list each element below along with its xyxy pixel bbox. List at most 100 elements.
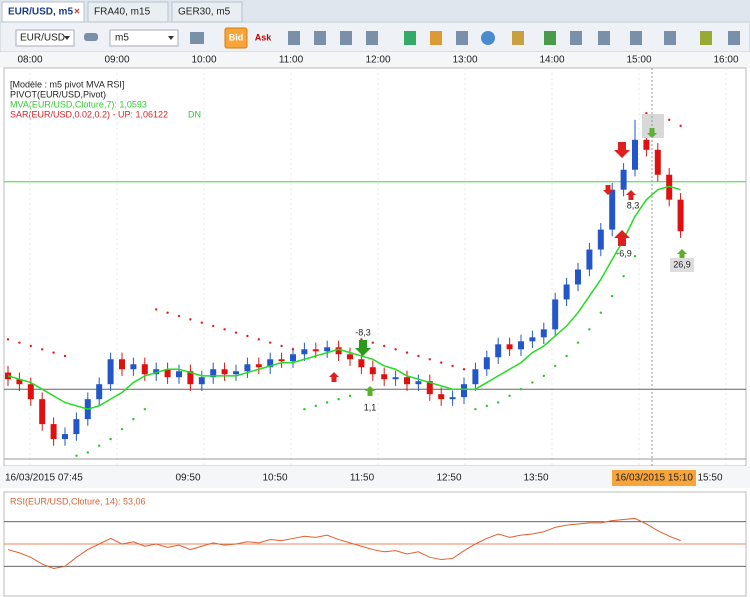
icon[interactable] — [570, 31, 582, 45]
icon[interactable] — [481, 31, 495, 45]
legend: [Modèle : m5 pivot MVA RSI] PIVOT(EUR/US… — [10, 79, 201, 506]
sar-dot — [41, 348, 44, 351]
sar-dot — [668, 118, 671, 122]
sar-dot — [394, 348, 397, 351]
candle-body — [73, 419, 80, 435]
candle-body — [392, 377, 399, 380]
candle-body — [597, 229, 604, 250]
annotation: 1,1 — [364, 402, 377, 412]
icon[interactable] — [404, 31, 416, 45]
candle-body — [347, 354, 353, 360]
icon[interactable] — [340, 31, 352, 45]
tab-label: EUR/USD, m5 — [8, 7, 73, 18]
pivot-label: PIVOT(EUR/USD,Pivot) — [10, 89, 106, 99]
icon[interactable] — [598, 31, 610, 45]
label-box — [670, 258, 694, 272]
ask[interactable]: Ask — [255, 32, 273, 42]
candle-body — [164, 369, 171, 378]
candle-body — [586, 249, 593, 270]
candle-body — [335, 347, 342, 355]
bid: Bid — [229, 32, 244, 42]
time-label: 15:00 — [626, 55, 651, 66]
sar-dot — [326, 401, 329, 404]
highlight-box — [642, 114, 664, 138]
signal-arrow — [614, 142, 630, 158]
candle-body — [438, 394, 445, 400]
top-axis-bar — [0, 52, 750, 68]
candle-body — [461, 384, 467, 398]
icon[interactable] — [430, 31, 442, 45]
icon[interactable] — [630, 31, 642, 45]
icon[interactable] — [288, 31, 300, 45]
candle-body — [210, 369, 217, 378]
tab[interactable] — [171, 1, 243, 23]
candle-body — [62, 434, 68, 440]
icon[interactable] — [190, 32, 204, 44]
icon[interactable] — [544, 31, 556, 45]
signal-arrow — [365, 386, 375, 396]
candle-body — [506, 344, 513, 350]
sar-dot — [29, 344, 32, 348]
sar-dot — [109, 437, 112, 441]
signal-arrow — [355, 340, 371, 356]
time-label: 10:00 — [191, 55, 216, 66]
tab[interactable] — [1, 1, 85, 23]
model-label: [Modèle : m5 pivot MVA RSI] — [10, 79, 124, 89]
sar-dot — [337, 397, 340, 401]
timeframe-select[interactable] — [109, 29, 179, 47]
sar-dot — [428, 358, 431, 361]
tab-close: × — [74, 7, 80, 18]
sar-dot — [383, 344, 386, 348]
icon[interactable] — [84, 33, 98, 41]
bid-button[interactable] — [224, 27, 248, 49]
sar-dot — [542, 374, 545, 378]
sar-dot — [405, 351, 409, 354]
sar-dot — [200, 321, 203, 324]
sar-label: SAR(EUR/USD,0.02,0.2) - UP: 1,06122 — [10, 109, 168, 119]
rsi-line — [7, 517, 681, 569]
candle-body — [529, 337, 536, 342]
icon[interactable] — [314, 31, 326, 45]
sar-dot — [565, 354, 568, 358]
icon[interactable] — [728, 31, 740, 45]
cursor-label: 16/03/2015 15:10 — [615, 473, 693, 484]
sar-dot — [223, 328, 226, 331]
signal-arrow — [603, 185, 613, 195]
annotation: 8,3 — [627, 200, 640, 210]
candle-body — [50, 424, 57, 440]
sar-dot — [588, 328, 591, 331]
icon[interactable] — [456, 31, 468, 45]
candle-body — [324, 347, 331, 352]
time-label: 09:00 — [104, 55, 129, 66]
icon[interactable] — [700, 31, 712, 45]
signal-arrow — [626, 190, 636, 200]
cursor-box — [612, 470, 696, 486]
tab[interactable] — [87, 1, 169, 23]
sar-dot — [497, 401, 500, 404]
candle-body — [632, 139, 638, 170]
candle-body — [16, 379, 23, 385]
dropdown-arrow — [168, 36, 174, 40]
icon[interactable] — [366, 31, 378, 45]
icon[interactable] — [664, 31, 676, 45]
candle-body — [620, 169, 627, 190]
candle-body — [643, 139, 650, 150]
icon[interactable] — [512, 31, 524, 45]
sar-dot — [132, 417, 135, 421]
candle-body — [244, 364, 251, 372]
candle-body — [255, 364, 262, 368]
sar-dot — [143, 407, 146, 411]
candle-body — [27, 384, 34, 400]
time-label: 16:00 — [713, 55, 738, 66]
candle-body — [518, 341, 524, 350]
candle-body — [609, 189, 616, 230]
candle-body — [153, 369, 160, 375]
sar-dot — [611, 294, 614, 298]
candle-body — [540, 329, 547, 338]
candle-body — [187, 371, 194, 385]
symbol-select[interactable] — [15, 29, 75, 47]
candle-body — [495, 344, 502, 358]
sar-dot — [314, 404, 317, 408]
sar-dot — [451, 364, 454, 368]
candle-body — [233, 371, 239, 375]
